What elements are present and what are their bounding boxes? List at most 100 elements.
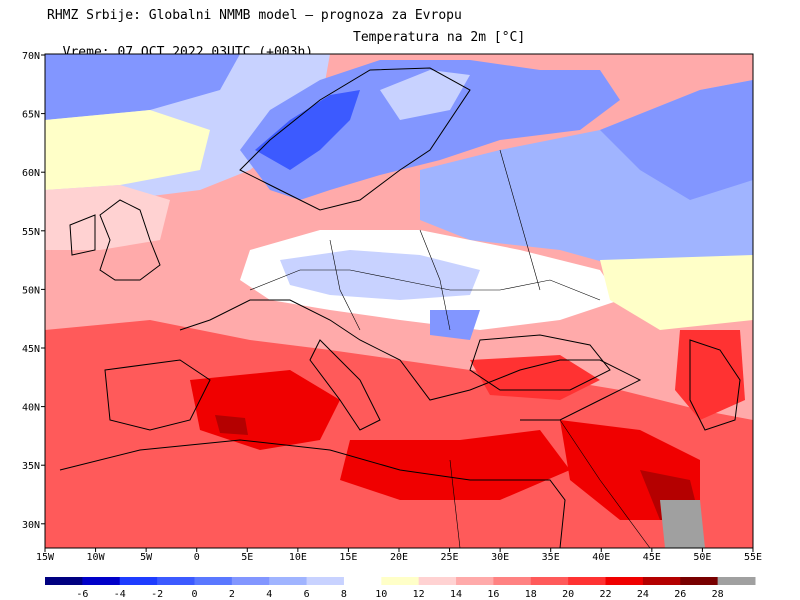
legend-swatch [119, 577, 158, 585]
field-norwegian-sea [45, 54, 240, 120]
lon-label: 25E [441, 552, 459, 563]
lon-label: 55E [744, 552, 762, 563]
coast-north-africa [59, 439, 566, 548]
field-east-med [340, 430, 570, 500]
coastlines [59, 67, 741, 548]
legend-tick-label: -6 [76, 589, 88, 600]
coast-scandinavia [239, 67, 471, 211]
border-line [419, 229, 451, 331]
legend-tick-label: 18 [525, 589, 537, 600]
legend-tick-label: 0 [191, 589, 197, 600]
legend-swatch [343, 577, 382, 585]
field-gulf [660, 500, 705, 548]
legend-tick-label: 4 [266, 589, 272, 600]
legend-tick-label: -2 [151, 589, 163, 600]
legend-swatch [82, 577, 121, 585]
lon-label: 5W [140, 552, 153, 563]
legend-swatch [381, 577, 420, 585]
latitude-labels: 70N 65N 60N 55N 50N 45N 40N 35N 30N [22, 51, 45, 531]
lon-label: 10W [87, 552, 106, 563]
border-line [449, 459, 461, 548]
field-carpathians [430, 310, 480, 340]
field-russia-east [600, 80, 753, 200]
longitude-labels: 15W 10W 5W 0 5E 10E 15E 20E 25E 30E 35E 40E 45E 50E 55… [36, 548, 762, 563]
legend-tick-label: 12 [413, 589, 425, 600]
coast-iberia [104, 359, 211, 431]
field-black-sea [470, 355, 600, 400]
lat-label: 70N [22, 51, 40, 62]
legend-tick-label: 26 [674, 589, 686, 600]
legend-swatch [493, 577, 532, 585]
border-line [249, 269, 601, 301]
lat-label: 60N [22, 168, 40, 179]
lon-label: 30E [491, 552, 509, 563]
legend-swatch [717, 577, 756, 585]
lon-label: 40E [592, 552, 610, 563]
lon-label: 10E [289, 552, 307, 563]
legend-swatch [45, 577, 83, 585]
legend-swatch [194, 577, 233, 585]
lon-label: 35E [542, 552, 560, 563]
field-finland [380, 70, 470, 120]
lon-label: 50E [693, 552, 711, 563]
coast-italy [309, 339, 381, 431]
legend-swatch [568, 577, 607, 585]
legend-tick-label: 22 [600, 589, 612, 600]
variable-label: Temperatura na 2m [°C] [353, 30, 526, 45]
field-atlantic-mild [45, 110, 210, 190]
field-norway-cold [255, 90, 360, 170]
lon-label: 15E [339, 552, 357, 563]
lat-label: 50N [22, 285, 40, 296]
legend-swatch [642, 577, 681, 585]
field-steppe [600, 255, 753, 330]
lat-label: 35N [22, 461, 40, 472]
legend-tick-label: 2 [229, 589, 235, 600]
legend-swatch [680, 577, 719, 585]
legend-swatch [456, 577, 494, 585]
border-line [329, 239, 361, 331]
border-line [559, 419, 651, 548]
legend-swatch [530, 577, 569, 585]
legend-swatch [157, 577, 195, 585]
coast-caspian [689, 339, 741, 431]
lat-label: 65N [22, 110, 40, 121]
field-atlantic-warm [45, 185, 170, 250]
legend-tick-label: 10 [375, 589, 387, 600]
lat-label: 55N [22, 227, 40, 238]
lon-label: 5E [241, 552, 253, 563]
lon-label: 20E [390, 552, 408, 563]
coast-britain [99, 199, 161, 281]
lat-label: 45N [22, 344, 40, 355]
border-line [499, 149, 541, 291]
temperature-field [45, 54, 753, 548]
legend-tick-label: 6 [304, 589, 310, 600]
lon-label: 15W [36, 552, 55, 563]
legend-tick-label: 14 [450, 589, 462, 600]
lat-label: 30N [22, 520, 40, 531]
lat-label: 40N [22, 403, 40, 414]
legend-swatch [306, 577, 345, 585]
lon-label: 45E [643, 552, 661, 563]
legend-tick-label: -4 [114, 589, 126, 600]
map-title: RHMZ Srbije: Globalni NMMB model — progn… [47, 8, 462, 23]
coast-black-sea [469, 334, 611, 391]
legend-swatch [269, 577, 308, 585]
legend-tick-label: 20 [562, 589, 574, 600]
legend-swatch [605, 577, 644, 585]
legend-tick-label: 28 [712, 589, 724, 600]
legend-swatches [45, 577, 756, 585]
legend-ticks: -6 -4 -2 0 2 4 6 8 10 12 14 16 18 20 22 24 26 28 [76, 589, 723, 600]
field-caspian [675, 330, 745, 420]
field-central-cool [280, 250, 480, 300]
field-hot-spot [215, 415, 248, 435]
legend-tick-label: 24 [637, 589, 649, 600]
coast-europe-south [179, 299, 642, 421]
lon-label: 0 [194, 552, 200, 563]
legend-tick-label: 16 [487, 589, 499, 600]
coast-ireland [69, 214, 96, 256]
legend-swatch [418, 577, 457, 585]
legend-swatch [231, 577, 270, 585]
legend-tick-label: 8 [341, 589, 347, 600]
